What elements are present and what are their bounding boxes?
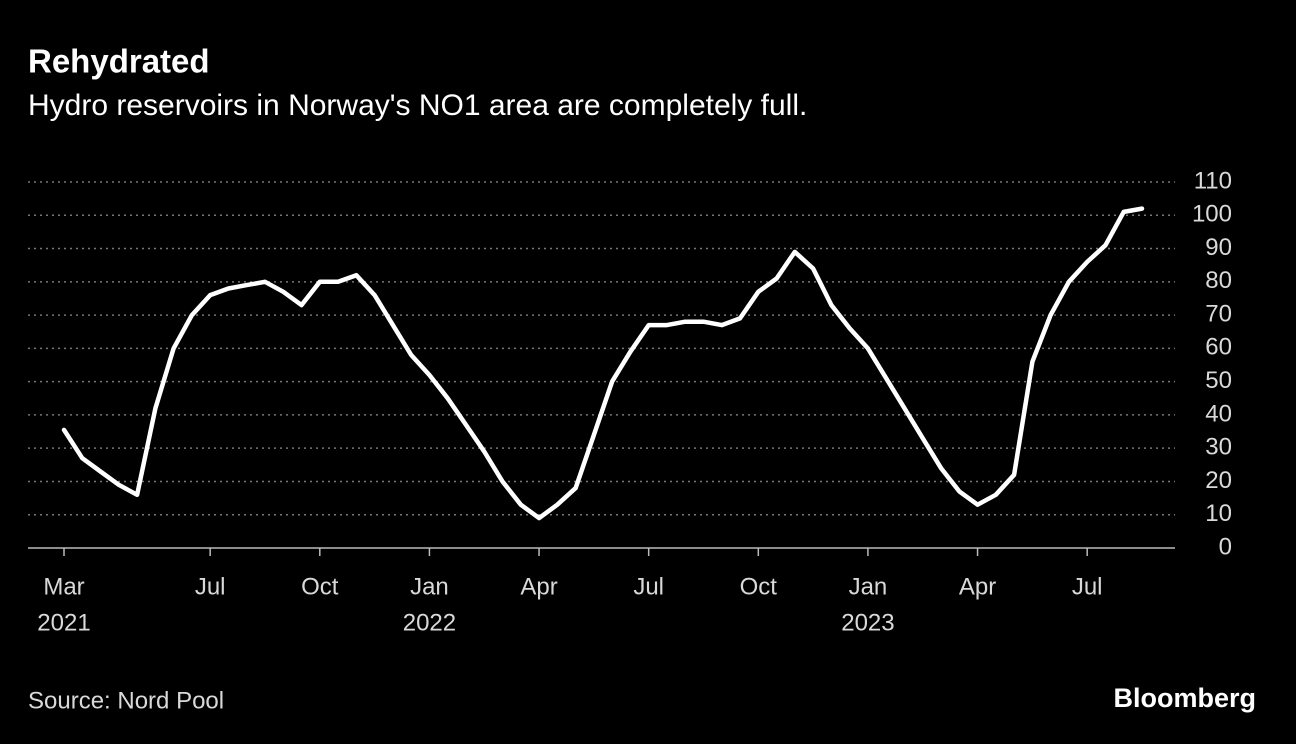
y-tick-label: 50: [1205, 367, 1232, 394]
brand: Bloomberg: [1113, 683, 1256, 713]
y-tick-label: 70: [1205, 300, 1232, 327]
y-tick-label: 40: [1205, 400, 1232, 427]
y-tick-label: 60: [1205, 334, 1232, 361]
x-tick-label: 2022: [403, 609, 456, 636]
chart-title: Rehydrated: [28, 43, 210, 80]
source: Source: Nord Pool: [28, 687, 224, 714]
chart-subtitle: Hydro reservoirs in Norway's NO1 area ar…: [28, 89, 807, 122]
x-tick-label: Jul: [195, 573, 226, 600]
y-tick-label: 30: [1205, 434, 1232, 461]
x-tick-label: Jan: [410, 573, 449, 600]
x-tick-label: Jul: [1072, 573, 1103, 600]
y-tick-label: 10: [1205, 500, 1232, 527]
y-tick-label: 80: [1205, 267, 1232, 294]
x-tick-label: Apr: [959, 573, 996, 600]
x-tick-label: 2023: [841, 609, 894, 636]
x-tick-label: Apr: [520, 573, 557, 600]
line-series: [61, 206, 1145, 521]
y-tick-label: 20: [1205, 467, 1232, 494]
x-tick-label: Jan: [849, 573, 888, 600]
y-tick-label: 0: [1219, 533, 1232, 560]
y-tick-label: 100: [1192, 201, 1232, 228]
x-tick-label: Oct: [301, 573, 339, 600]
y-tick-label: 90: [1205, 234, 1232, 261]
x-tick-label: 2021: [37, 609, 90, 636]
x-tick-label: Mar: [43, 573, 84, 600]
y-tick-label: 110: [1194, 167, 1232, 194]
x-tick-label: Jul: [633, 573, 664, 600]
x-tick-label: Oct: [740, 573, 778, 600]
